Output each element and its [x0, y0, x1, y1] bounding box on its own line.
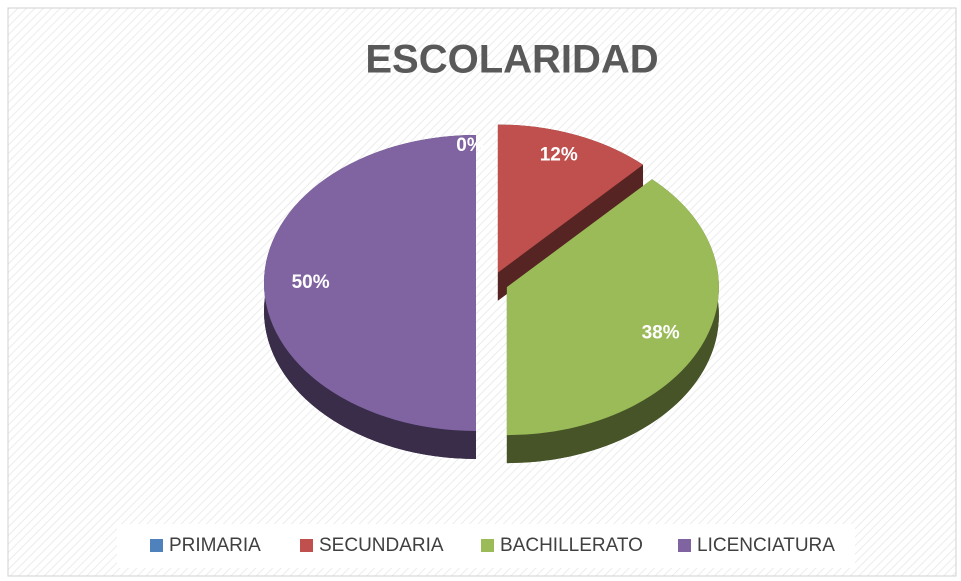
slice-side	[497, 164, 644, 301]
slice-side	[506, 179, 719, 464]
chart-area	[7, 7, 957, 577]
data-label: 12%	[540, 145, 578, 166]
data-label: 38%	[642, 322, 680, 343]
legend-swatch	[481, 539, 494, 552]
legend-label: LICENCIATURA	[697, 535, 835, 556]
slice	[264, 135, 476, 431]
slice	[497, 124, 644, 273]
legend-label: BACHILLERATO	[500, 535, 643, 556]
slice	[506, 179, 719, 436]
legend-swatch	[300, 539, 313, 552]
legend-label: SECUNDARIA	[319, 535, 444, 556]
legend-label: PRIMARIA	[169, 535, 261, 556]
legend-swatch	[678, 539, 691, 552]
chart-title: ESCOLARIDAD	[365, 38, 658, 82]
data-label: 0%	[456, 135, 484, 156]
data-label: 50%	[292, 272, 330, 293]
legend-swatch	[150, 539, 163, 552]
